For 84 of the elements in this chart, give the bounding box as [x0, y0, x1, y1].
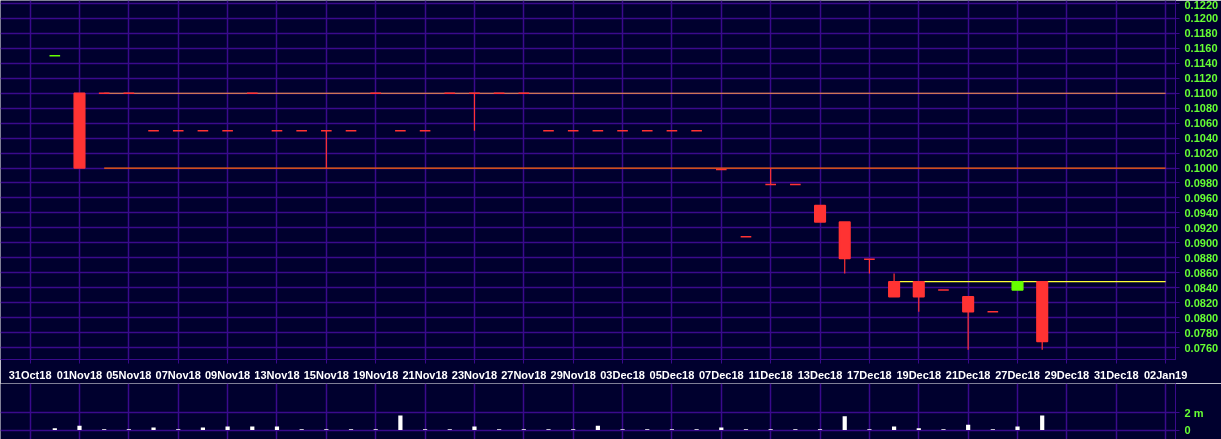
x-tick-label: 21Dec18	[945, 368, 991, 381]
candlestick	[641, 129, 654, 132]
bar	[398, 415, 403, 431]
y-tick-label: 0.1040	[1184, 132, 1219, 145]
candlestick	[221, 129, 234, 132]
candlestick	[419, 129, 432, 132]
x-tick-label: 19Dec18	[896, 368, 942, 381]
x-tick-label: 11Dec18	[748, 368, 793, 381]
y-tick-label: 0.0980	[1184, 176, 1219, 189]
bar	[151, 427, 156, 431]
bar	[842, 416, 847, 431]
x-tick-label: 13Nov18	[254, 368, 300, 381]
candlestick	[270, 129, 284, 132]
y-tick-label: 2 m	[1184, 406, 1204, 419]
y-tick-label: 0.1100	[1184, 87, 1218, 100]
y-tick-label: 0.0760	[1184, 341, 1219, 354]
y-tick-label: 0	[1184, 424, 1191, 437]
candlestick	[468, 92, 481, 132]
x-tick-label: 03Dec18	[600, 368, 645, 381]
bar	[719, 427, 724, 431]
x-tick-label: 05Nov18	[106, 368, 152, 381]
candlestick	[196, 129, 209, 132]
candlestick	[344, 129, 358, 132]
x-tick-label: 23Nov18	[451, 368, 498, 381]
y-tick-label: 0.0800	[1184, 311, 1219, 324]
x-tick-label: 17Dec18	[847, 368, 892, 381]
y-tick-label: 0.0880	[1184, 251, 1219, 264]
x-tick-label: 07Nov18	[155, 368, 201, 381]
y-tick-label: 0.0900	[1184, 236, 1219, 249]
candlestick	[172, 129, 185, 132]
bar	[1015, 426, 1020, 431]
bar	[200, 427, 206, 431]
candlestick	[616, 129, 629, 132]
x-tick-label: 05Dec18	[649, 368, 695, 381]
y-tick-label: 0.0840	[1184, 281, 1219, 294]
x-tick-label: 27Nov18	[501, 368, 547, 381]
x-tick-label: 31Dec18	[1093, 368, 1139, 381]
candlestick	[147, 129, 160, 132]
y-tick-label: 0.0940	[1184, 206, 1219, 219]
x-tick-label: 13Dec18	[797, 368, 843, 381]
candlestick	[591, 129, 604, 132]
candlestick	[715, 168, 728, 171]
candlestick	[542, 129, 555, 132]
bar	[1040, 415, 1045, 431]
y-tick-label: 0.1080	[1184, 102, 1219, 115]
x-tick-label: 31Oct18	[8, 368, 52, 381]
y-tick-label: 0.0920	[1184, 221, 1219, 234]
x-tick-label: 09Nov18	[204, 368, 251, 381]
y-tick-label: 0.1180	[1184, 27, 1218, 40]
y-tick-label: 0.0860	[1184, 266, 1219, 279]
y-tick-label: 0.1140	[1184, 57, 1218, 70]
x-tick-label: 21Nov18	[402, 368, 448, 381]
y-tick-label: 0.1160	[1184, 42, 1218, 55]
y-tick-label: 0.1220	[1184, 0, 1219, 11]
candlestick	[986, 310, 999, 313]
candlestick	[394, 129, 407, 132]
x-tick-label: 01Nov18	[56, 368, 103, 381]
y-tick-label: 0.1020	[1184, 147, 1219, 160]
y-tick-label: 0.1060	[1184, 117, 1219, 130]
y-tick-label: 0.0960	[1184, 191, 1219, 204]
candlestick	[888, 272, 901, 298]
candlestick	[320, 129, 333, 169]
x-tick-label: 29Nov18	[550, 368, 596, 381]
bar	[77, 425, 82, 431]
y-tick-label: 0.1200	[1184, 12, 1219, 25]
y-tick-label: 0.0820	[1184, 296, 1219, 309]
bar	[472, 426, 477, 431]
candlestick	[665, 129, 678, 132]
candlestick	[295, 129, 308, 132]
y-tick-label: 0.0780	[1184, 326, 1219, 339]
x-tick-label: 27Dec18	[995, 368, 1040, 381]
x-tick-label: 02Jan19	[1143, 368, 1188, 381]
x-tick-label: 15Nov18	[303, 368, 349, 381]
candlestick	[962, 295, 975, 351]
candlestick	[789, 183, 802, 186]
x-tick-label: 29Dec18	[1044, 368, 1090, 381]
x-tick-label: 19Nov18	[353, 368, 399, 381]
y-tick-label: 0.1000	[1184, 162, 1219, 175]
candlestick	[567, 129, 580, 132]
bar	[966, 424, 971, 431]
x-tick-label: 07Dec18	[698, 368, 744, 381]
y-tick-label: 0.1120	[1184, 72, 1218, 85]
candlestick	[690, 129, 703, 132]
candlestick	[912, 280, 925, 313]
